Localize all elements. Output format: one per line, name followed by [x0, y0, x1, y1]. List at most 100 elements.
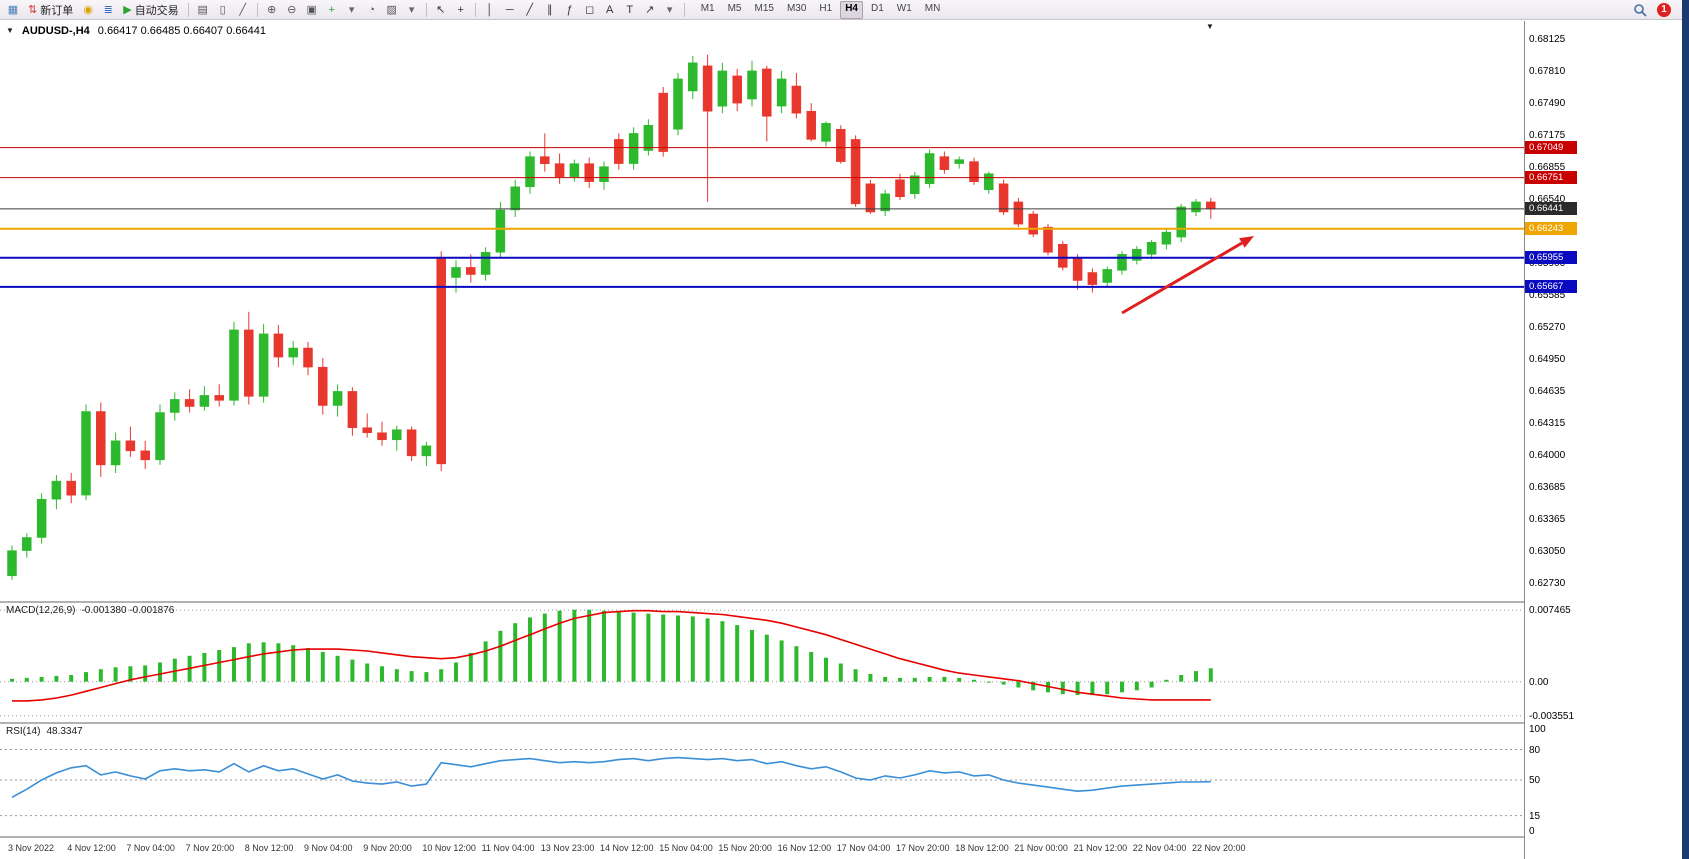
rsi-scale-label: 80 — [1529, 744, 1541, 756]
periods-clock-icon[interactable]: ◔ — [363, 2, 381, 18]
new-order-button-label: 新订单 — [40, 4, 74, 17]
timeframe-button-D1[interactable]: D1 — [871, 2, 884, 14]
time-label: 8 Nov 12:00 — [244, 843, 294, 853]
new-order-button[interactable]: ⇅ 新订单 — [24, 2, 77, 18]
time-label: 3 Nov 2022 — [8, 843, 55, 853]
notification-badge[interactable]: 1 — [1657, 2, 1671, 17]
trend-arrow[interactable] — [1121, 236, 1254, 315]
time-label: 13 Nov 23:00 — [540, 843, 595, 853]
timeframe-button-MN[interactable]: MN — [924, 2, 941, 14]
autotrade-button-label: 自动交易 — [134, 4, 179, 17]
chart-title: ▼ AUDUSD-,H4 0.66417 0.66485 0.66407 0.6… — [6, 25, 266, 37]
timeframe-button-M5[interactable]: M5 — [727, 2, 742, 14]
autotrade-button[interactable]: ▶ 自动交易 — [119, 2, 182, 18]
channel-icon[interactable]: ∥ — [541, 2, 559, 18]
macd-values: -0.001380 -0.001876 — [81, 605, 175, 616]
time-label: 7 Nov 04:00 — [126, 843, 175, 853]
fibonacci-icon[interactable]: ƒ — [561, 2, 579, 18]
price-label: 0.66855 — [1529, 162, 1566, 174]
candles — [7, 54, 1216, 580]
text-label-icon[interactable]: T — [621, 2, 639, 18]
time-label: 14 Nov 12:00 — [600, 843, 654, 853]
timeframe-button-W1[interactable]: W1 — [896, 2, 912, 14]
window-edge-strip — [1682, 0, 1689, 859]
panel-separator[interactable] — [0, 601, 1689, 603]
price-scale[interactable]: 0.68125 0.67810 0.67490 0.67175 0.66855 0.665… — [1524, 21, 1682, 859]
macd-panel-canvas[interactable] — [0, 603, 1524, 722]
rsi-value: 48.3347 — [46, 726, 83, 737]
text-icon[interactable]: A — [601, 2, 619, 18]
price-label: 0.67175 — [1529, 129, 1566, 141]
rsi-scale-label: 100 — [1529, 724, 1546, 736]
panel-separator[interactable] — [0, 836, 1689, 838]
tile-windows-icon: ▣ — [306, 3, 317, 16]
panel-separator[interactable] — [0, 722, 1689, 724]
toolbar-separator — [425, 2, 427, 17]
toolbar-separator — [187, 2, 189, 17]
toolbar-separator — [683, 2, 685, 17]
price-label: 0.68125 — [1529, 34, 1566, 46]
new-chart-icon[interactable]: ▦ — [4, 2, 22, 18]
horizontal-line-icon[interactable]: ─ — [501, 2, 519, 18]
time-label: 22 Nov 20:00 — [1192, 843, 1246, 853]
timeframe-toolbar: M1 M5 M15 M30 H1 H4 D1 W1 MN — [696, 0, 946, 19]
time-label: 7 Nov 20:00 — [185, 843, 235, 853]
price-chart-canvas[interactable] — [0, 21, 1524, 601]
price-line-badge: 0.67049 — [1525, 141, 1577, 155]
time-label: 4 Nov 12:00 — [67, 843, 116, 853]
timeframe-button-M15[interactable]: M15 — [754, 2, 774, 14]
zoom-in-icon[interactable]: ⊕ — [263, 2, 281, 18]
arrows-icon[interactable]: ↗ — [641, 2, 659, 18]
time-scale[interactable]: 3 Nov 2022 4 Nov 12:00 7 Nov 04:00 7 Nov 20… — [0, 838, 1524, 859]
toolbar-buttons: ▦ ⇅ 新订单 ◉ ≣ ▶ 自动交易 ▤ ▯ ╱ ⊕ ⊖ ▣ + ▾ ◔ ▨ ▾ ↖ + │ ─ ╱ ∥ ƒ ◻ A T ↗ ▾ — [4, 2, 688, 18]
price-line-badge: 0.66441 — [1525, 202, 1577, 216]
tile-windows-icon[interactable]: ▣ — [303, 2, 321, 18]
price-label: 0.63365 — [1529, 513, 1566, 525]
zoom-out-icon[interactable]: ⊖ — [283, 2, 301, 18]
dropdown-icon[interactable]: ▾ — [661, 2, 679, 18]
cursor-icon: ↖ — [436, 3, 446, 16]
price-label: 0.63685 — [1529, 481, 1566, 493]
rsi-line — [11, 756, 1211, 799]
timeframe-button-H1[interactable]: H1 — [819, 2, 833, 14]
chart-menu-triangle-icon[interactable]: ▼ — [6, 26, 14, 35]
time-label: 17 Nov 04:00 — [836, 843, 891, 853]
time-label: 21 Nov 12:00 — [1073, 843, 1128, 853]
shapes-icon[interactable]: ◻ — [581, 2, 599, 18]
rsi-label: RSI(14) 48.3347 — [6, 726, 83, 737]
macd-scale-label: 0.00 — [1529, 676, 1549, 688]
dropdown-icon[interactable]: ▾ — [343, 2, 361, 18]
price-label: 0.67490 — [1529, 98, 1566, 110]
periods-clock-icon: ◔ — [368, 3, 376, 16]
rsi-name: RSI(14) — [6, 726, 41, 737]
expert-advisor-icon[interactable]: ◉ — [79, 2, 97, 18]
candlestick-chart-icon[interactable]: ▯ — [214, 2, 232, 18]
dropdown-icon[interactable]: ▾ — [403, 2, 421, 18]
line-chart-icon[interactable]: ╱ — [234, 2, 252, 18]
vertical-line-icon[interactable]: │ — [481, 2, 499, 18]
toolbar-separator — [474, 2, 476, 17]
market-depth-icon[interactable]: ≣ — [99, 2, 117, 18]
templates-icon[interactable]: ▨ — [383, 2, 401, 18]
rsi-panel-canvas[interactable] — [0, 724, 1524, 836]
expert-advisor-icon: ◉ — [83, 3, 94, 16]
macd-histogram — [10, 609, 1213, 696]
timeframe-button-M30[interactable]: M30 — [786, 2, 807, 14]
bar-chart-icon[interactable]: ▤ — [194, 2, 212, 18]
search-icon[interactable] — [1631, 2, 1649, 18]
trendline-icon[interactable]: ╱ — [521, 2, 539, 18]
dropdown-icon: ▾ — [348, 3, 355, 16]
indicators-icon[interactable]: + — [323, 2, 341, 18]
dropdown-icon: ▾ — [408, 3, 415, 16]
indicators-icon: + — [328, 3, 335, 16]
new-chart-icon: ▦ — [7, 3, 19, 16]
text-icon: A — [606, 3, 614, 16]
timeframe-button-H4[interactable]: H4 — [840, 0, 863, 19]
horizontal-lines — [0, 147, 1524, 288]
cursor-icon[interactable]: ↖ — [432, 2, 450, 18]
macd-scale-label: 0.007465 — [1529, 605, 1571, 617]
timeframe-button-M1[interactable]: M1 — [700, 2, 715, 14]
crosshair-icon[interactable]: + — [452, 2, 470, 18]
dropdown-icon: ▾ — [666, 3, 673, 16]
